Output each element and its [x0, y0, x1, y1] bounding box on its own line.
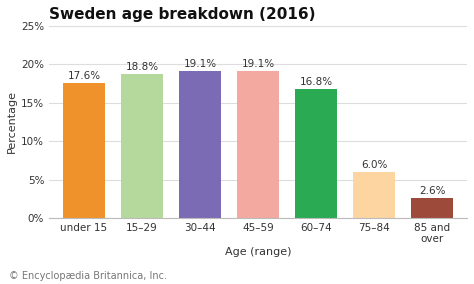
X-axis label: Age (range): Age (range) [225, 247, 292, 257]
Text: 16.8%: 16.8% [300, 77, 333, 87]
Bar [237, 71, 279, 218]
Text: © Encyclopædia Britannica, Inc.: © Encyclopædia Britannica, Inc. [9, 271, 167, 281]
Text: 6.0%: 6.0% [361, 160, 387, 170]
Bar [121, 74, 163, 218]
Y-axis label: Percentage: Percentage [7, 90, 17, 153]
Text: 19.1%: 19.1% [242, 59, 274, 69]
Bar [295, 89, 337, 218]
Text: 17.6%: 17.6% [67, 71, 100, 81]
Bar [179, 71, 221, 218]
Bar [63, 83, 105, 218]
Text: 19.1%: 19.1% [183, 59, 217, 69]
Bar [411, 198, 453, 218]
Text: 2.6%: 2.6% [419, 186, 446, 196]
Text: Sweden age breakdown (2016): Sweden age breakdown (2016) [49, 7, 316, 22]
Text: 18.8%: 18.8% [126, 62, 158, 72]
Bar [353, 172, 395, 218]
